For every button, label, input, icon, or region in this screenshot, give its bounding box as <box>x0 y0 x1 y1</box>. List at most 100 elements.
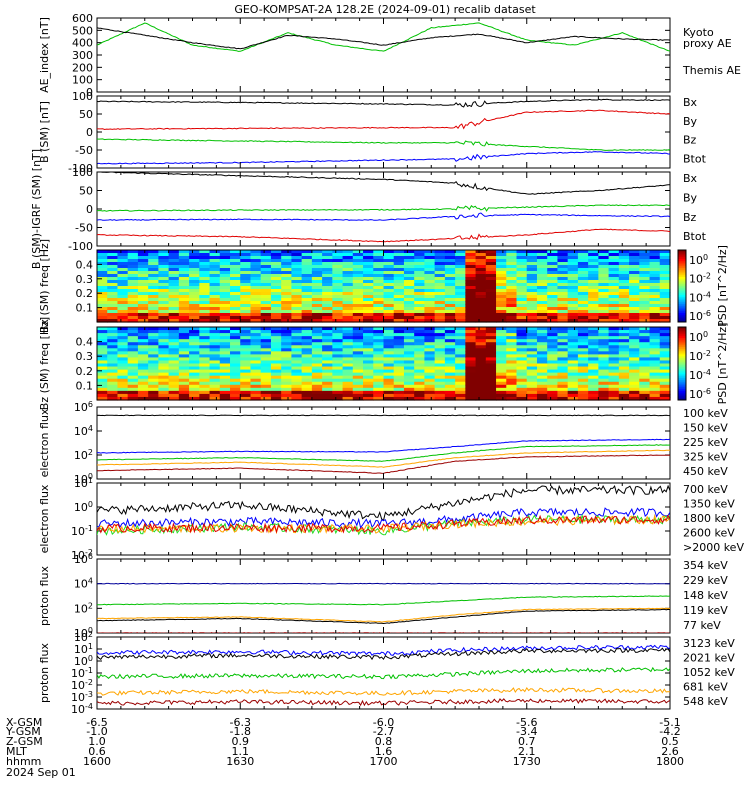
legend: Bx By Bz Btot <box>683 96 707 165</box>
legend: 354 keV 229 keV 148 keV 119 keV 77 keV <box>683 559 728 632</box>
panel-frame <box>96 171 671 247</box>
legend-entry: By <box>683 115 698 128</box>
panel-frame <box>96 17 671 93</box>
colorbar-tick-label: 10-6 <box>689 309 711 323</box>
x-axis-row-value: -3.4 <box>516 725 537 738</box>
y-tick-label: 300 <box>72 49 93 62</box>
x-axis-row-value: 1630 <box>226 755 254 768</box>
x-axis-row-value: 2.1 <box>518 745 536 758</box>
legend-entry: Bz <box>683 134 697 147</box>
y-tick-label: 10-1 <box>71 666 93 680</box>
series-line-by <box>97 204 670 212</box>
legend-entry: 2021 keV <box>683 652 735 665</box>
legend-entry: By <box>683 191 698 204</box>
y-tick-label: 0.2 <box>76 287 94 300</box>
y-tick-label: 102 <box>74 601 93 615</box>
y-tick-label: 100 <box>72 166 93 179</box>
legend-entry: 325 keV <box>683 451 728 464</box>
series-line-150-kev <box>97 438 670 454</box>
y-tick-label: 104 <box>74 577 93 591</box>
y-tick-label: 101 <box>74 642 93 656</box>
legend-entry: 100 keV <box>683 407 728 420</box>
y-axis-label: B (SM) [nT] <box>38 101 51 163</box>
legend-entry: 1052 keV <box>683 666 735 679</box>
x-axis-row-value: 1600 <box>83 755 111 768</box>
legend-entry: Kyoto <box>683 26 714 39</box>
y-tick-label: 106 <box>74 400 93 414</box>
y-tick-label: 0.4 <box>76 258 94 271</box>
x-axis-row-value: 1800 <box>656 755 684 768</box>
series-line-bx <box>97 98 670 108</box>
legend-entry: 148 keV <box>683 589 728 602</box>
x-axis-row-label: Z-GSM <box>6 735 43 748</box>
series-line-148-kev <box>97 595 670 606</box>
legend-entry: 229 keV <box>683 574 728 587</box>
colorbar-tick-label: 10-6 <box>689 387 711 401</box>
date-label: 2024 Sep 01 <box>6 766 76 779</box>
x-axis-row-value: 0.6 <box>88 745 106 758</box>
y-tick-label: 10-2 <box>71 678 93 692</box>
legend-entry: 548 keV <box>683 695 728 708</box>
y-tick-label: -50 <box>75 222 93 235</box>
y-tick-label: 10-3 <box>71 690 93 704</box>
chart-title: GEO-KOMPSAT-2A 128.2E (2024-09-01) recal… <box>234 3 536 16</box>
x-axis-row-value: 0.7 <box>518 735 536 748</box>
y-tick-label: 50 <box>79 185 93 198</box>
x-axis-row-value: -6.3 <box>230 716 251 729</box>
legend-entry: 3123 keV <box>683 637 735 650</box>
y-tick-label: 101 <box>74 476 93 490</box>
y-tick-label: 200 <box>72 61 93 74</box>
legend-entry: Bx <box>683 96 698 109</box>
x-axis-row-value: 0.9 <box>232 735 250 748</box>
legend-entry: 681 keV <box>683 681 728 694</box>
y-tick-label: 50 <box>79 108 93 121</box>
series-line--2000-kev <box>97 514 670 534</box>
y-tick-label: 0.4 <box>76 336 94 349</box>
colorbar-tick-label: 10-2 <box>689 349 711 363</box>
y-tick-label: 600 <box>72 12 93 25</box>
x-axis-row-value: -1.8 <box>230 725 251 738</box>
y-tick-label: 100 <box>74 500 93 514</box>
panel-frame <box>96 406 671 480</box>
x-axis-row-label: Y-GSM <box>5 725 41 738</box>
colorbar: 100 10-2 10-4 10-6 PSD [nT^2/Hz] <box>677 323 729 404</box>
legend-entry: 450 keV <box>683 465 728 478</box>
y-tick-label: 10-1 <box>71 524 93 538</box>
colorbar-tick-label: 10-4 <box>689 290 711 304</box>
series-line-themis-ae <box>97 27 670 50</box>
legend-entry: Bz <box>683 211 697 224</box>
x-axis-row-value: 1.0 <box>88 735 106 748</box>
y-axis-label: Bz (SM) freq [Hz] <box>38 317 51 410</box>
legend-entry: Btot <box>683 152 707 165</box>
legend-entry: 77 keV <box>683 619 721 632</box>
colorbar-tick-label: 10-4 <box>689 368 711 382</box>
x-axis-row-value: 2.6 <box>661 745 679 758</box>
y-tick-label: 100 <box>74 472 93 486</box>
x-axis-row-value: -1.0 <box>86 725 107 738</box>
x-axis-row-value: -6.0 <box>373 716 394 729</box>
panel-frame <box>96 558 671 634</box>
legend-entry: Bx <box>683 172 698 185</box>
legend-entry: 1800 keV <box>683 512 735 525</box>
legend-entry: 225 keV <box>683 436 728 449</box>
y-tick-label: 10-2 <box>71 548 93 562</box>
x-axis-row-value: -2.7 <box>373 725 394 738</box>
spectrogram-cells <box>97 327 671 401</box>
x-axis-row-value: -5.1 <box>659 716 680 729</box>
x-axis-row-value: 0.5 <box>661 735 679 748</box>
series-line-548-kev <box>97 647 670 661</box>
legend: Bx By Bz Btot <box>683 172 707 243</box>
y-axis-label: electron flux <box>38 408 51 477</box>
y-tick-label: 102 <box>74 448 93 462</box>
y-axis-label: AE_index [nT] <box>38 17 51 93</box>
legend-entry: 2600 keV <box>683 527 735 540</box>
series-line-1052-kev <box>97 666 670 680</box>
y-axis-label: proton flux <box>38 566 51 626</box>
y-tick-label: -100 <box>68 162 93 175</box>
y-tick-label: 0.3 <box>76 350 94 363</box>
y-tick-label: 0 <box>86 126 93 139</box>
series-line-bz <box>97 212 670 221</box>
